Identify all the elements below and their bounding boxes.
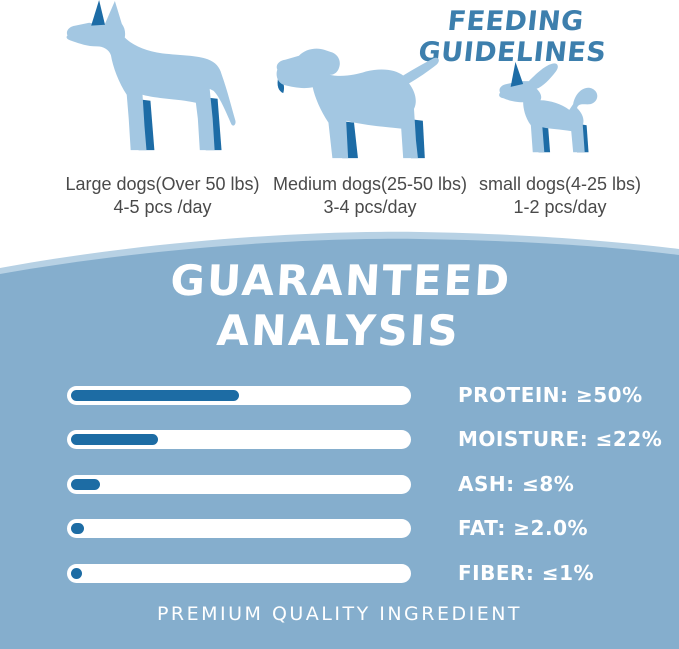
bar-fill-moisture [71, 434, 159, 445]
dog-group-label-medium: Medium dogs(25-50 lbs) 3-4 pcs/day [260, 173, 480, 219]
medium-dog-icon [276, 48, 439, 159]
section-wave [0, 231, 679, 288]
bar-track-fiber [67, 564, 411, 583]
nutrient-label-protein: PROTEIN: ≥50% [458, 383, 643, 407]
dog-amount-label: 3-4 pcs/day [323, 197, 417, 217]
dog-amount-label: 4-5 pcs /day [113, 197, 212, 217]
dog-size-label: small dogs(4-25 lbs) [478, 174, 642, 194]
nutrient-label-ash: ASH: ≤8% [458, 472, 575, 496]
large-dog-icon [66, 0, 236, 151]
dog-group-label-small: small dogs(4-25 lbs) 1-2 pcs/day [462, 173, 658, 219]
bar-fill-ash [71, 479, 100, 490]
guaranteed-analysis-section [0, 286, 679, 649]
analysis-title: GUARANTEED ANALYSIS [0, 256, 679, 356]
bar-track-fat [67, 519, 411, 538]
dog-size-label: Large dogs(Over 50 lbs) [65, 174, 260, 194]
analysis-title-line1: GUARANTEED [169, 256, 513, 305]
dog-amount-label: 1-2 pcs/day [513, 197, 607, 217]
bar-fill-fiber [71, 568, 82, 579]
dog-size-label: Medium dogs(25-50 lbs) [272, 174, 468, 194]
nutrient-label-moisture: MOISTURE: ≤22% [458, 427, 663, 451]
bar-fill-protein [71, 390, 239, 401]
bar-track-ash [67, 475, 411, 494]
analysis-title-line2: ANALYSIS [215, 306, 461, 355]
dog-group-label-large: Large dogs(Over 50 lbs) 4-5 pcs /day [40, 173, 285, 219]
footer-note: PREMIUM QUALITY INGREDIENT [156, 603, 523, 625]
nutrient-label-fat: FAT: ≥2.0% [458, 516, 589, 540]
bar-track-protein [67, 386, 411, 405]
bar-track-moisture [67, 430, 411, 449]
nutrient-label-fiber: FIBER: ≤1% [458, 561, 595, 585]
bar-fill-fat [71, 523, 85, 534]
small-dog-icon [499, 61, 598, 153]
